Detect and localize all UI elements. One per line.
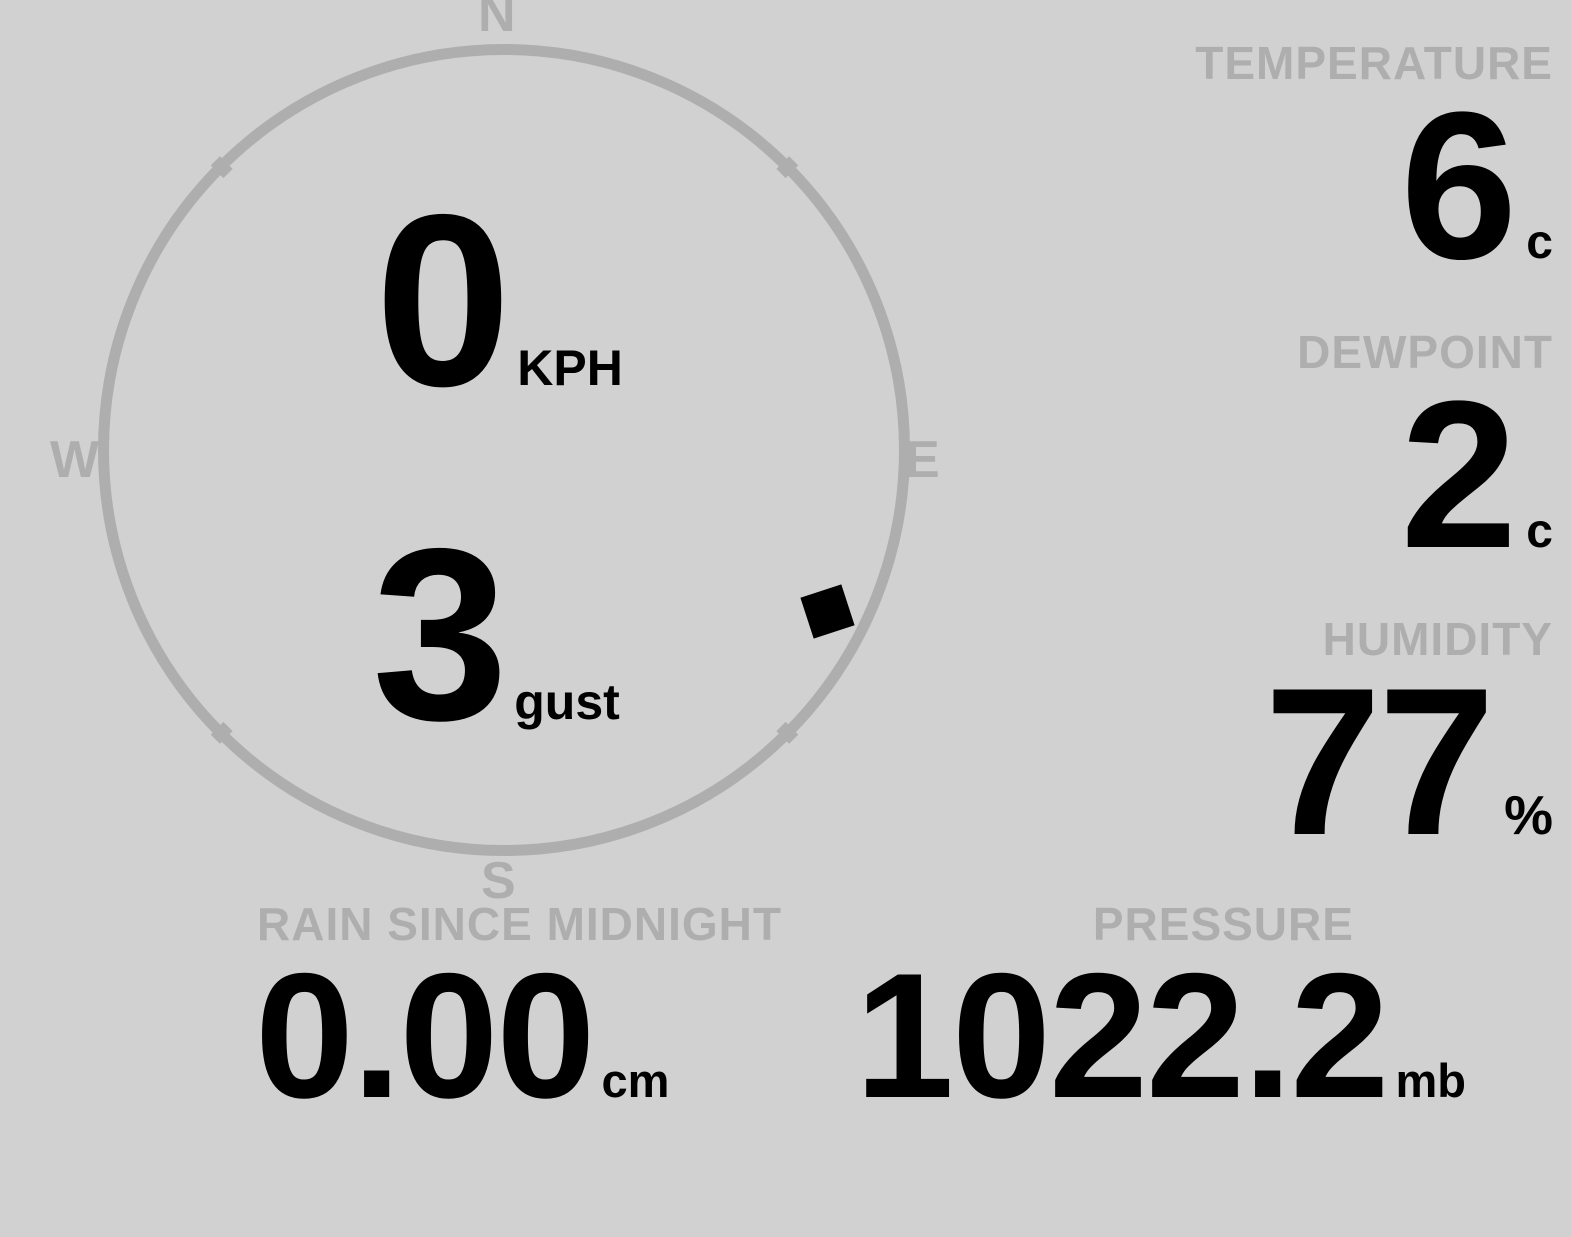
metric-humidity-unit: %: [1504, 784, 1553, 846]
compass-tick-nw: [210, 156, 233, 179]
compass-label-west: W: [50, 431, 100, 489]
metric-dewpoint-label: DEWPOINT: [1297, 326, 1553, 378]
wind-gust-readout: 3 gust: [372, 512, 620, 757]
metric-pressure-value: 1022.2: [855, 936, 1389, 1135]
metric-pressure-row: 1022.2 mb: [855, 936, 1466, 1135]
metric-stack: TEMPERATURE 6 c DEWPOINT 2 c HUMIDITY 77…: [1051, 0, 1571, 910]
metric-dewpoint-value: 2: [1400, 357, 1518, 592]
metric-humidity-row: 77 %: [1053, 644, 1554, 879]
wind-speed-unit: KPH: [517, 340, 623, 396]
compass-ring: [98, 44, 910, 856]
compass-tick-se: [776, 721, 799, 744]
metric-rain: RAIN SINCE MIDNIGHT 0.00 cm: [255, 898, 782, 1135]
bottom-metric-row: RAIN SINCE MIDNIGHT 0.00 cm PRESSURE 102…: [0, 898, 1571, 1128]
wind-compass-panel: N E S W 0 KPH 3 gust: [0, 0, 990, 910]
metric-rain-unit: cm: [601, 1054, 670, 1107]
metric-dewpoint-row: 2 c: [1053, 357, 1554, 592]
metric-dewpoint: DEWPOINT 2 c: [1053, 326, 1554, 592]
metric-rain-row: 0.00 cm: [255, 936, 782, 1135]
metric-humidity: HUMIDITY 77 %: [1053, 613, 1554, 879]
metric-humidity-label: HUMIDITY: [1322, 613, 1553, 665]
metric-temperature-row: 6 c: [1053, 68, 1554, 303]
wind-gust-unit: gust: [514, 674, 620, 730]
metric-humidity-value: 77: [1264, 644, 1496, 879]
wind-speed-readout: 0 KPH: [375, 178, 623, 423]
metric-temperature: TEMPERATURE 6 c: [1053, 37, 1554, 303]
compass-label-east: E: [905, 431, 940, 489]
metric-dewpoint-unit: c: [1526, 505, 1553, 558]
wind-gust-value: 3: [372, 497, 508, 771]
metric-temperature-label: TEMPERATURE: [1195, 37, 1553, 89]
compass-label-south: S: [481, 852, 516, 910]
metric-pressure-label: PRESSURE: [1092, 898, 1354, 950]
metric-temperature-unit: c: [1526, 216, 1553, 269]
compass-label-north: N: [478, 0, 516, 43]
metric-temperature-value: 6: [1400, 68, 1518, 303]
metric-rain-value: 0.00: [255, 936, 595, 1135]
compass-tick-sw: [210, 721, 233, 744]
metric-pressure-unit: mb: [1395, 1054, 1466, 1107]
metric-rain-label: RAIN SINCE MIDNIGHT: [257, 898, 782, 950]
compass-tick-ne: [776, 156, 799, 179]
metric-pressure: PRESSURE 1022.2 mb: [855, 898, 1466, 1135]
wind-speed-value: 0: [375, 163, 511, 437]
